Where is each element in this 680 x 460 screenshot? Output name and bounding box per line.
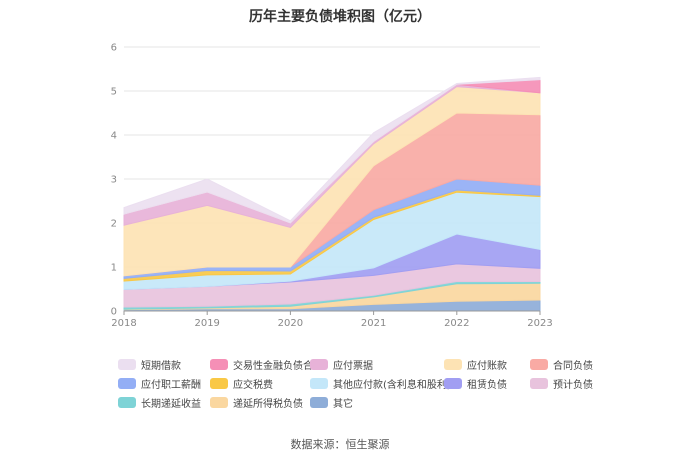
x-tick-label: 2020 xyxy=(278,318,303,329)
x-tick-label: 2021 xyxy=(361,318,386,329)
legend-label: 应付票据 xyxy=(333,361,373,372)
legend-item-应付账款[interactable]: 应付账款 xyxy=(444,356,530,373)
x-tick-label: 2022 xyxy=(444,318,469,329)
y-tick-label: 3 xyxy=(111,175,117,186)
legend-label: 交易性金融负债合计 xyxy=(233,361,323,372)
legend-item-递延所得税负债[interactable]: 递延所得税负债 xyxy=(210,394,310,411)
legend-swatch xyxy=(310,378,328,389)
legend-swatch xyxy=(210,397,228,408)
legend-swatch xyxy=(310,359,328,370)
x-tick-label: 2023 xyxy=(527,318,552,329)
legend-label: 应交税费 xyxy=(233,380,273,391)
legend-swatch xyxy=(444,378,462,389)
y-tick-label: 0 xyxy=(111,307,117,318)
legend-swatch xyxy=(118,397,136,408)
y-tick-label: 2 xyxy=(111,219,117,230)
legend-item-应付职工薪酬[interactable]: 应付职工薪酬 xyxy=(118,375,210,392)
legend-row: 应付职工薪酬 应交税费 其他应付款(含利息和股利) 租赁负债 预计负债 xyxy=(118,375,618,392)
legend: 短期借款 交易性金融负债合计 应付票据 应付账款 合同负债应付职工薪酬 应交税费 其他应付款… xyxy=(118,356,618,413)
x-tick-label: 2018 xyxy=(111,318,136,329)
legend-item-应交税费[interactable]: 应交税费 xyxy=(210,375,310,392)
legend-item-合同负债[interactable]: 合同负债 xyxy=(530,356,610,373)
stacked-area-chart: 0 1 2 3 4 5 6 2018 2019 2020 2021 2022 2023 xyxy=(111,43,553,330)
x-tick-label: 2019 xyxy=(194,318,219,329)
legend-item-短期借款[interactable]: 短期借款 xyxy=(118,356,210,373)
y-tick-label: 1 xyxy=(111,263,117,274)
legend-swatch xyxy=(118,378,136,389)
legend-swatch xyxy=(118,359,136,370)
legend-label: 短期借款 xyxy=(141,361,181,372)
legend-label: 租赁负债 xyxy=(467,380,507,391)
legend-label: 应付账款 xyxy=(467,361,507,372)
legend-swatch xyxy=(444,359,462,370)
legend-item-其他应付款(含利息和股利)[interactable]: 其他应付款(含利息和股利) xyxy=(310,375,451,392)
legend-label: 其它 xyxy=(333,399,353,410)
legend-label: 其他应付款(含利息和股利) xyxy=(333,380,451,391)
legend-swatch xyxy=(530,359,548,370)
y-tick-label: 6 xyxy=(111,43,117,54)
legend-row: 长期递延收益 递延所得税负债 其它 xyxy=(118,394,618,411)
legend-label: 预计负债 xyxy=(553,380,593,391)
legend-swatch xyxy=(530,378,548,389)
legend-swatch xyxy=(210,359,228,370)
chart-title: 历年主要负债堆积图（亿元） xyxy=(249,9,431,25)
legend-swatch xyxy=(310,397,328,408)
y-tick-label: 4 xyxy=(111,131,117,142)
legend-item-租赁负债[interactable]: 租赁负债 xyxy=(444,375,530,392)
data-source-note: 数据来源：恒生聚源 xyxy=(290,438,390,451)
legend-label: 合同负债 xyxy=(553,361,593,372)
legend-label: 长期递延收益 xyxy=(141,399,201,410)
legend-item-预计负债[interactable]: 预计负债 xyxy=(530,375,610,392)
legend-swatch xyxy=(210,378,228,389)
legend-item-长期递延收益[interactable]: 长期递延收益 xyxy=(118,394,210,411)
area-series-layer xyxy=(123,76,541,312)
legend-item-交易性金融负债合计[interactable]: 交易性金融负债合计 xyxy=(210,356,323,373)
legend-label: 应付职工薪酬 xyxy=(141,380,201,391)
legend-item-其它[interactable]: 其它 xyxy=(310,394,422,411)
legend-row: 短期借款 交易性金融负债合计 应付票据 应付账款 合同负债 xyxy=(118,356,618,373)
axes: 0 1 2 3 4 5 6 2018 2019 2020 2021 2022 2023 xyxy=(111,43,553,330)
legend-label: 递延所得税负债 xyxy=(233,399,303,410)
legend-item-应付票据[interactable]: 应付票据 xyxy=(310,356,444,373)
y-tick-label: 5 xyxy=(111,87,117,98)
area-series-短期借款[interactable] xyxy=(123,76,541,224)
